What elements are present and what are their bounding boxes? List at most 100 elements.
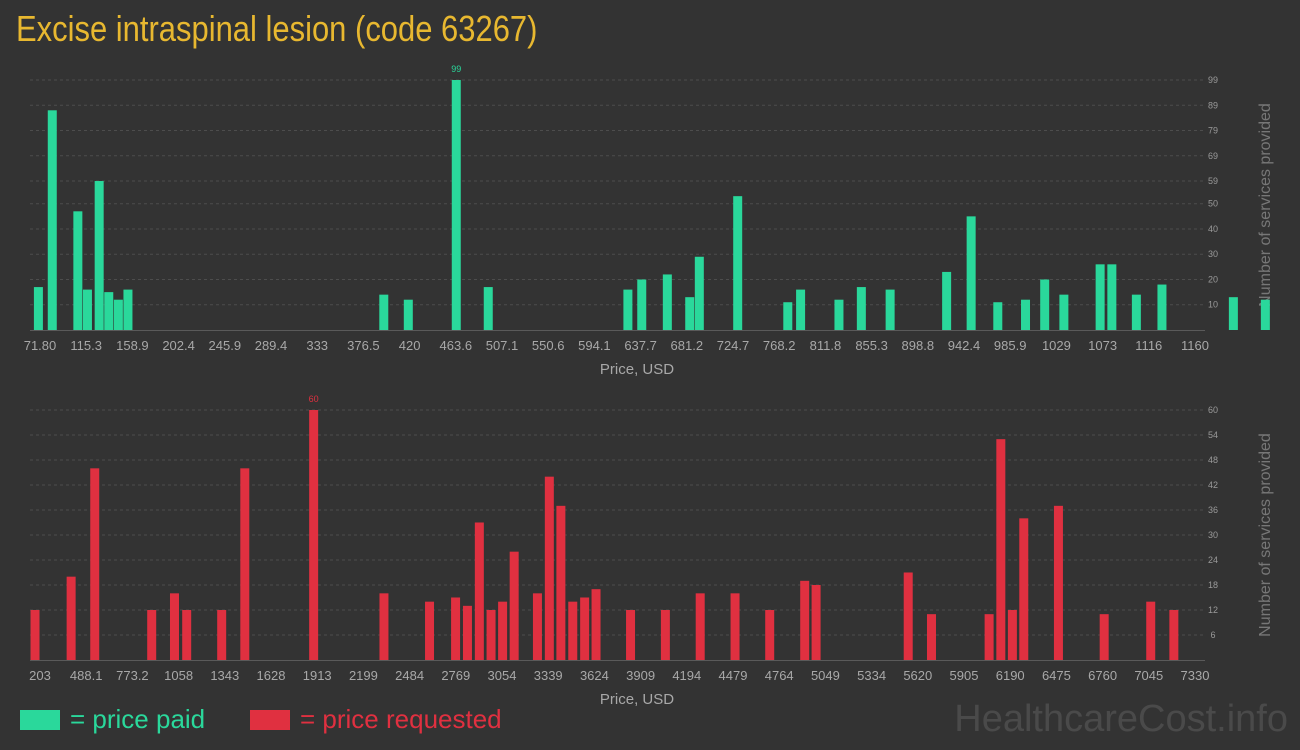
chart1-bar: [685, 297, 695, 330]
chart2-bar: [462, 605, 472, 660]
chart1-bar: [123, 289, 133, 330]
chart1-bar: [82, 289, 92, 330]
chart2-bar: [800, 580, 810, 660]
chart2-x-tick-label: 4194: [672, 668, 701, 683]
chart2-bar: [1169, 610, 1179, 660]
chart1-bar: [1157, 284, 1167, 330]
chart2-bar: [1019, 518, 1029, 660]
chart2-bar: [1007, 610, 1017, 660]
chart2-bar: [451, 597, 461, 660]
chart2-bar: [660, 610, 670, 660]
chart2-x-tick-label: 488.1: [70, 668, 103, 683]
chart2-x-tick-label: 1913: [303, 668, 332, 683]
chart1-bar: [1131, 294, 1141, 330]
chart1-x-tick-label: 898.8: [902, 338, 935, 353]
chart2-bar: [240, 468, 250, 660]
chart1-bar: [834, 299, 844, 330]
chart1-x-tick-label: 637.7: [624, 338, 657, 353]
chart2-x-axis-label: Price, USD: [600, 691, 674, 708]
chart1-y-tick-label: 99: [1208, 75, 1218, 85]
chart2-bar: [568, 601, 578, 660]
chart1-x-tick-label: 1116: [1135, 338, 1162, 353]
chart1-bar: [1260, 299, 1270, 330]
chart2-bar: [30, 610, 40, 660]
chart2-x-tick-label: 2484: [395, 668, 424, 683]
chart1-x-tick-label: 158.9: [116, 338, 149, 353]
chart2-y-tick-label: 18: [1208, 580, 1218, 590]
chart1-bar: [403, 299, 413, 330]
chart2-x-tick-label: 2199: [349, 668, 378, 683]
chart1-x-tick-label: 724.7: [717, 338, 750, 353]
legend-paid-swatch: [20, 709, 60, 730]
legend-requested-swatch: [250, 709, 290, 730]
page-title: Excise intraspinal lesion (code 63267): [16, 8, 538, 49]
chart2-y-tick-label: 6: [1210, 630, 1215, 640]
chart1-bar: [1107, 264, 1117, 330]
chart1-x-tick-label: 376.5: [347, 338, 380, 353]
chart1-bar: [483, 287, 493, 330]
chart2-bar: [580, 597, 590, 660]
chart2-bar: [509, 551, 519, 660]
chart2-peak-label: 60: [309, 394, 319, 404]
chart1-y-tick-label: 79: [1208, 126, 1218, 136]
chart1-y-tick-label: 10: [1208, 300, 1218, 310]
chart2-x-tick-label: 3909: [626, 668, 655, 683]
chart2-x-tick-label: 2769: [441, 668, 470, 683]
chart1-x-tick-label: 942.4: [948, 338, 981, 353]
chart1-bar: [47, 110, 57, 330]
chart1-bar: [993, 302, 1003, 330]
chart2-x-tick-label: 5905: [950, 668, 979, 683]
chart2-bar: [474, 522, 484, 660]
legend-paid-label: = price paid: [70, 704, 206, 734]
chart2-y-tick-label: 12: [1208, 605, 1218, 615]
chart1-bar: [796, 289, 806, 330]
chart2-bar: [996, 439, 1006, 660]
chart2-x-tick-label: 773.2: [116, 668, 149, 683]
chart2-x-tick-label: 1628: [257, 668, 286, 683]
chart1-y-tick-label: 50: [1208, 199, 1218, 209]
watermark: HealthcareCost.info: [954, 698, 1288, 740]
chart2-bar: [486, 610, 496, 660]
chart2-bar: [591, 589, 601, 660]
chart2-bar: [66, 576, 76, 660]
chart1-x-tick-label: 985.9: [994, 338, 1027, 353]
chart1-bar: [1059, 294, 1069, 330]
chart1-x-tick-label: 768.2: [763, 338, 796, 353]
chart1-bar: [1021, 299, 1031, 330]
chart2-y-tick-label: 54: [1208, 430, 1218, 440]
chart2-x-tick-label: 203: [29, 668, 51, 683]
chart1-x-tick-label: 202.4: [162, 338, 195, 353]
chart1-y-tick-label: 89: [1208, 100, 1218, 110]
chart2-x-tick-label: 3054: [488, 668, 517, 683]
chart2-x-tick-label: 4479: [719, 668, 748, 683]
chart2-y-tick-label: 24: [1208, 555, 1218, 565]
chart1-x-tick-label: 333: [306, 338, 328, 353]
chart1-y-tick-label: 40: [1208, 224, 1218, 234]
chart1-x-tick-label: 507.1: [486, 338, 519, 353]
chart1-x-tick-label: 245.9: [209, 338, 242, 353]
chart2-bar: [498, 601, 508, 660]
chart2-bar: [730, 593, 740, 660]
chart1-bar: [1095, 264, 1105, 330]
chart1-bar: [966, 216, 976, 330]
chart2-bar: [217, 610, 227, 660]
chart1-bar: [662, 274, 672, 330]
legend-requested-label: = price requested: [300, 704, 502, 734]
chart1-x-axis-label: Price, USD: [600, 361, 674, 378]
chart1-x-tick-label: 1073: [1088, 338, 1117, 353]
chart2-bar: [182, 610, 192, 660]
chart2-bar: [811, 585, 821, 660]
chart2-bar: [425, 601, 435, 660]
chart2-y-tick-label: 36: [1208, 505, 1218, 515]
chart1-x-tick-label: 289.4: [255, 338, 288, 353]
chart1-bar: [783, 302, 793, 330]
chart1-x-tick-label: 71.80: [24, 338, 57, 353]
chart2-bar: [90, 468, 100, 660]
chart2-bar: [926, 614, 936, 660]
chart1-y-tick-label: 69: [1208, 151, 1218, 161]
chart2-x-tick-label: 3339: [534, 668, 563, 683]
chart1-peak-label: 99: [451, 64, 461, 74]
chart2-x-tick-label: 5049: [811, 668, 840, 683]
chart1-bar: [451, 80, 461, 330]
chart2-bar: [903, 572, 913, 660]
